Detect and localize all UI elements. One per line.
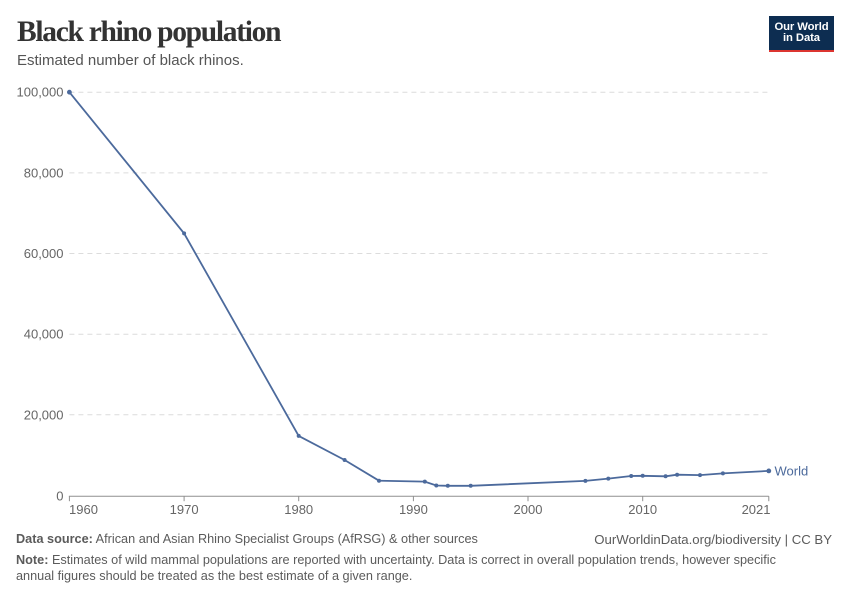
svg-text:40,000: 40,000 (24, 327, 64, 342)
svg-text:100,000: 100,000 (17, 85, 64, 100)
svg-text:60,000: 60,000 (24, 246, 64, 261)
svg-text:2000: 2000 (514, 502, 543, 517)
svg-text:2010: 2010 (628, 502, 657, 517)
svg-text:2021: 2021 (742, 502, 771, 517)
svg-text:1980: 1980 (284, 502, 313, 517)
svg-text:80,000: 80,000 (24, 165, 64, 180)
svg-text:0: 0 (56, 489, 63, 504)
svg-text:1990: 1990 (399, 502, 428, 517)
svg-text:1970: 1970 (170, 502, 199, 517)
svg-text:1960: 1960 (69, 502, 98, 517)
svg-text:World: World (775, 464, 809, 479)
svg-text:20,000: 20,000 (24, 407, 64, 422)
